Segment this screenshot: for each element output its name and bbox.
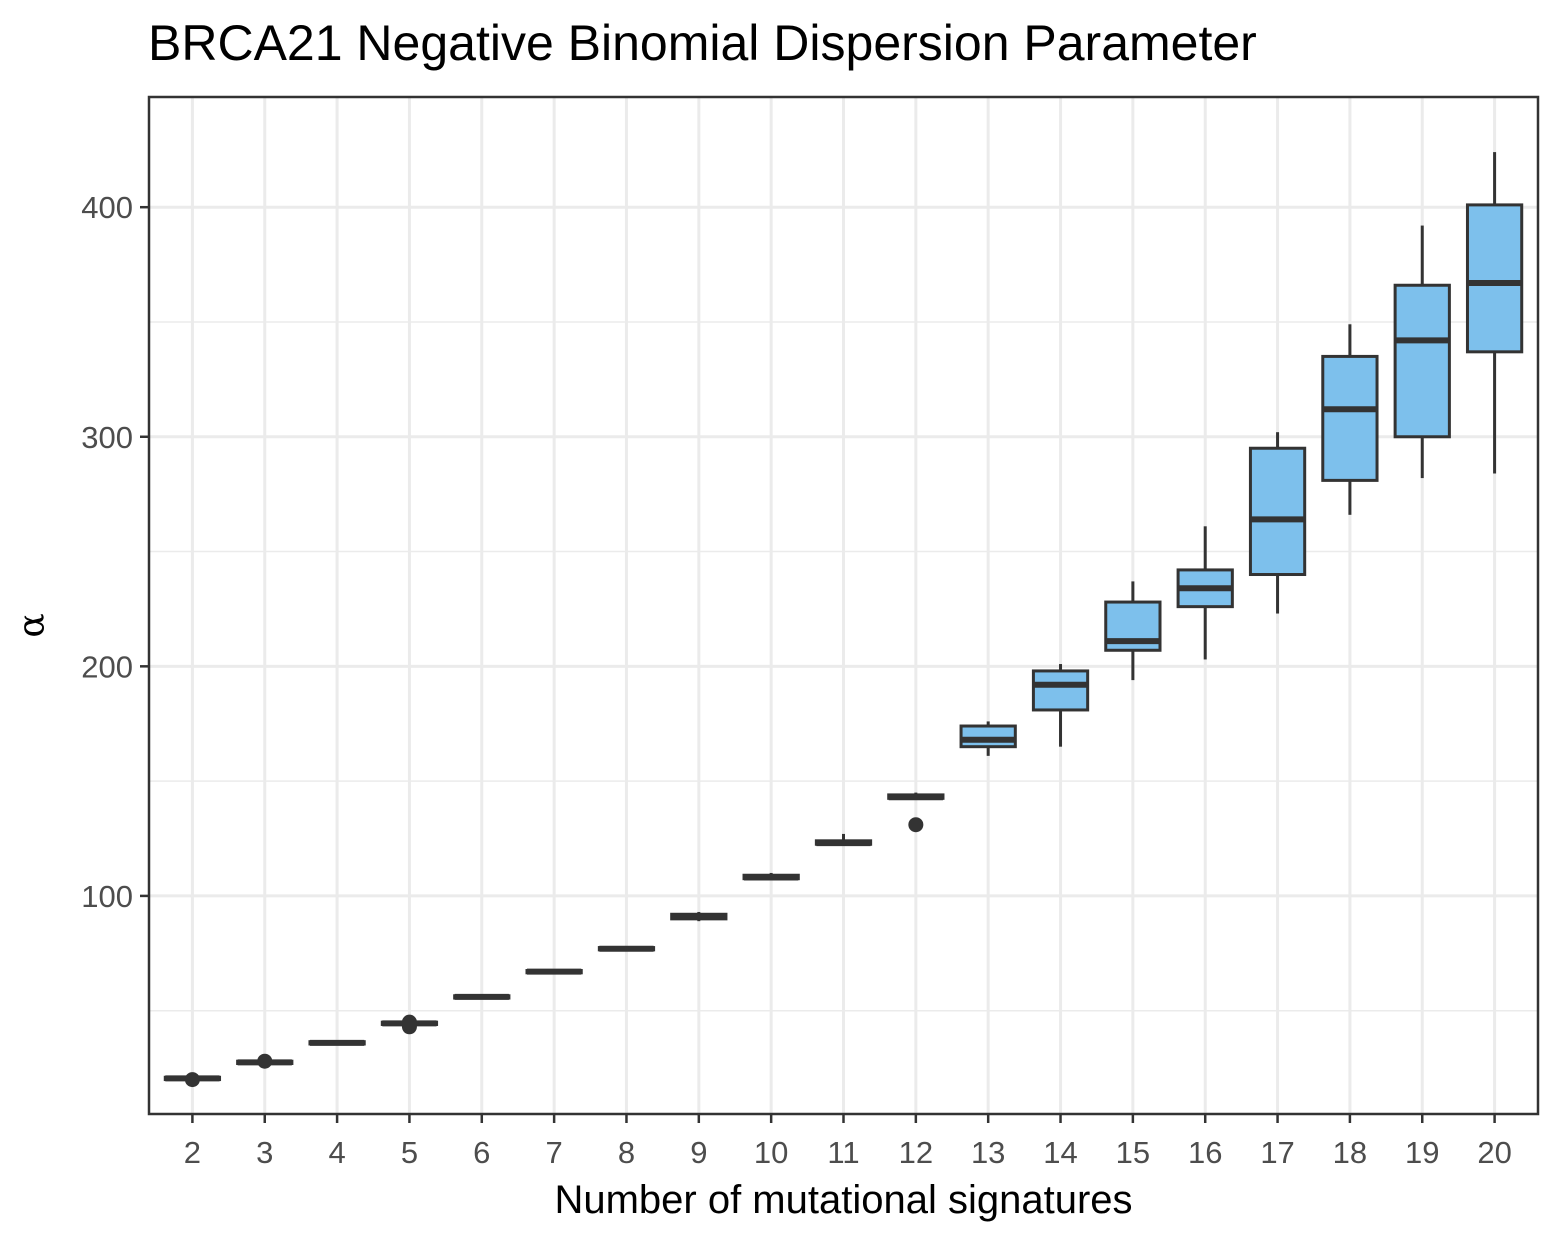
x-tick-label: 2 [184,1135,201,1170]
x-tick-label: 3 [256,1135,273,1170]
x-tick-label: 9 [690,1135,707,1170]
y-tick-label: 100 [81,879,133,914]
y-tick-label: 300 [81,420,133,455]
x-tick-label: 14 [1043,1135,1077,1170]
x-axis-label: Number of mutational signatures [554,1178,1133,1222]
x-tick-label: 17 [1260,1135,1294,1170]
x-tick-label: 7 [546,1135,563,1170]
x-tick-label: 10 [754,1135,788,1170]
box [1248,446,1307,577]
box [959,724,1017,749]
x-tick-label: 16 [1188,1135,1222,1170]
outlier-point [401,1014,417,1030]
x-tick-label: 19 [1405,1135,1439,1170]
outlier-point [184,1072,200,1088]
x-tick-label: 12 [899,1135,933,1170]
x-tick-label: 4 [328,1135,345,1170]
box [1031,669,1090,712]
x-tick-label: 6 [473,1135,490,1170]
x-tick-label: 20 [1477,1135,1511,1170]
outlier-point [257,1053,273,1069]
y-tick-label: 400 [81,190,133,225]
outlier-point [908,817,924,833]
y-tick-label: 200 [81,649,133,684]
x-tick-label: 11 [827,1135,859,1170]
x-tick-label: 13 [971,1135,1005,1170]
x-tick-label: 5 [401,1135,418,1170]
box [1393,283,1451,439]
chart-title: BRCA21 Negative Binomial Dispersion Para… [148,15,1257,71]
box [1321,354,1379,482]
x-tick-label: 8 [618,1135,635,1170]
x-tick-label: 18 [1333,1135,1367,1170]
box [1465,203,1524,354]
x-tick-label: 15 [1116,1135,1150,1170]
